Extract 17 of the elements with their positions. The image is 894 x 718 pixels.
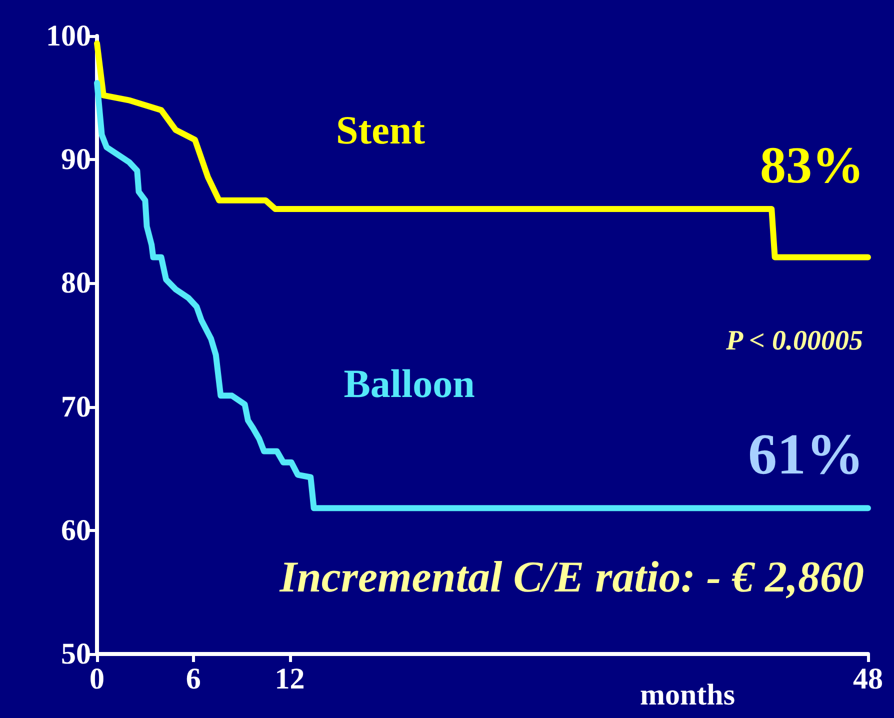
y-tick-label: 60 [61,514,91,547]
y-tick-label: 90 [61,143,91,176]
x-tick-label: 0 [90,662,104,696]
x-tick-label: 48 [853,662,883,696]
y-tick-label: 50 [61,638,91,670]
y-tick-label: 100 [46,20,91,52]
annotation: P < 0.00005 [724,326,863,356]
x-axis-title: months [640,678,736,712]
annotation: 83% [760,138,864,194]
y-tick-label: 70 [61,390,91,424]
x-tick-label: 12 [274,662,305,696]
series-label: Stent [336,108,426,153]
x-tick-label: 6 [186,662,201,696]
y-tick-label: 80 [61,266,91,300]
series-label: Balloon [344,361,475,406]
annotation: Incremental C/E ratio: - € 2,860 [278,552,864,602]
annotation: 61% [748,422,864,486]
